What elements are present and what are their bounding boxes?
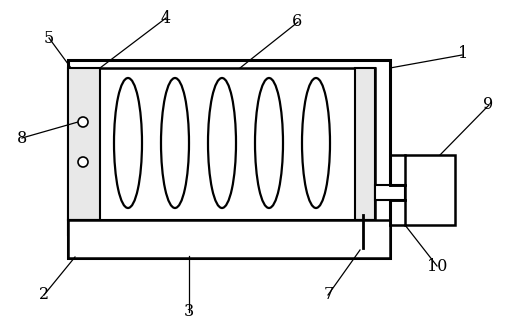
Bar xyxy=(68,220,390,258)
Bar xyxy=(68,220,375,235)
Ellipse shape xyxy=(302,78,330,208)
Text: 2: 2 xyxy=(39,286,49,303)
Text: 3: 3 xyxy=(184,303,194,320)
Text: 7: 7 xyxy=(323,286,333,303)
Text: 1: 1 xyxy=(458,45,468,62)
Bar xyxy=(68,60,390,258)
Text: 4: 4 xyxy=(160,10,171,27)
Text: 5: 5 xyxy=(44,30,54,47)
Bar xyxy=(88,68,375,220)
Circle shape xyxy=(78,157,88,167)
Bar xyxy=(375,185,405,200)
Bar xyxy=(75,235,375,245)
Bar xyxy=(355,68,375,220)
Ellipse shape xyxy=(208,78,236,208)
Text: 10: 10 xyxy=(427,258,447,275)
Ellipse shape xyxy=(114,78,142,208)
Ellipse shape xyxy=(161,78,189,208)
Bar xyxy=(405,155,455,225)
Text: 6: 6 xyxy=(292,13,302,30)
Bar xyxy=(68,68,100,220)
Ellipse shape xyxy=(255,78,283,208)
Circle shape xyxy=(78,117,88,127)
Text: 8: 8 xyxy=(17,130,27,147)
Bar xyxy=(75,245,375,255)
Text: 9: 9 xyxy=(483,96,494,114)
